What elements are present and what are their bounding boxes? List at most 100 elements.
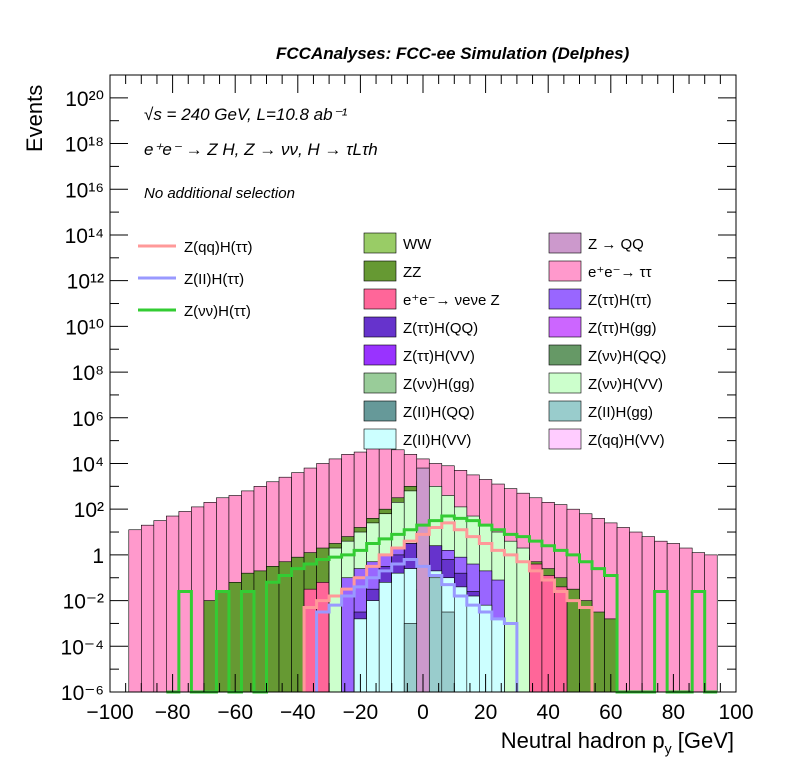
y-tick-label: 10⁻⁶ — [61, 682, 104, 705]
process-annotation: e⁺e⁻ → Z H, Z → νν, H → τLτh — [144, 140, 378, 159]
x-tick-label: −60 — [217, 701, 253, 724]
axes: −100 −80 −60 −40 −20 0 20 40 60 80 100 10⁻⁶ 10⁻⁴ 10⁻²… — [61, 74, 754, 724]
bar-0-41 — [641, 536, 655, 693]
legend-box-swatch-col1 — [363, 400, 397, 422]
bar-3-14 — [504, 540, 518, 693]
x-tick-label: 60 — [599, 701, 622, 724]
bar-2-20 — [554, 586, 568, 693]
x-tick-label: −20 — [343, 701, 379, 724]
legend-box-label-col1: WW — [403, 236, 432, 253]
y-tick-label: 10⁴ — [72, 453, 104, 476]
y-tick-label: 10¹⁰ — [65, 316, 104, 339]
y-tick-label: 1 — [92, 545, 104, 568]
x-tick-label: −80 — [155, 701, 191, 724]
bar-2-0 — [303, 588, 317, 693]
x-tick-label: 0 — [417, 701, 429, 724]
bar-0-46 — [704, 554, 718, 693]
bar-1-7 — [291, 556, 305, 693]
selection-annotation: No additional selection — [144, 185, 295, 202]
bar-1-30 — [579, 600, 593, 693]
legend-box-swatch-col2 — [548, 372, 582, 394]
bar-1-29 — [566, 588, 580, 693]
legend-box-label-col1: Z(II)H(QQ) — [403, 404, 475, 421]
bar-1-5 — [266, 566, 280, 693]
bar-1-31 — [591, 611, 605, 693]
x-tick-label: −100 — [86, 701, 133, 724]
x-axis-label: Neutral hadron py [GeV] — [500, 728, 734, 757]
x-tick-label: −40 — [280, 701, 316, 724]
legend-box-swatch-col2 — [548, 260, 582, 282]
legend-box-label-col1: ZZ — [403, 264, 421, 281]
bar-2-1 — [316, 582, 330, 693]
y-tick-label: 10⁻⁴ — [61, 636, 104, 659]
legend-box-swatch-col2 — [548, 400, 582, 422]
y-tick-label: 10²⁰ — [65, 88, 104, 111]
legend-box-swatch-col1 — [363, 260, 397, 282]
legend-box-swatch-col2 — [548, 288, 582, 310]
bar-0-44 — [679, 547, 693, 693]
y-axis-label: Events — [22, 84, 47, 152]
legend-box-swatch-col1 — [363, 316, 397, 338]
x-tick-label: 80 — [662, 701, 685, 724]
y-tick-label: 10¹⁸ — [65, 134, 104, 157]
legend-box-label-col1: Z(ττ)H(VV) — [403, 348, 475, 365]
bar-0-2 — [153, 520, 167, 693]
legend-box-label-col2: Z(ττ)H(ττ) — [588, 292, 652, 309]
bar-8-0 — [416, 467, 430, 693]
legend-box-label-col2: e⁺e⁻→ ττ — [588, 264, 652, 281]
legend: Z(qq)H(ττ) Z(II)H(ττ) Z(νν)H(ττ) WW ZZ e⁺e⁻→ … — [138, 232, 666, 450]
legend-box-swatch-col2 — [548, 232, 582, 254]
energy-luminosity-annotation: √s = 240 GeV, L=10.8 ab⁻¹ — [144, 105, 348, 124]
bar-6-8 — [453, 586, 468, 693]
legend-box-label-col2: Z(qq)H(VV) — [588, 432, 665, 449]
legend-box-swatch-col1 — [363, 428, 397, 450]
legend-box-label-col2: Z(νν)H(QQ) — [588, 348, 666, 365]
legend-box-swatch-col1 — [363, 344, 397, 366]
legend-box-swatch-col1 — [363, 372, 397, 394]
bar-7-3 — [441, 611, 455, 693]
x-tick-label: 40 — [537, 701, 560, 724]
legend-box-label-col2: Z(νν)H(VV) — [588, 376, 663, 393]
bar-0-0 — [128, 529, 142, 693]
bar-1-1 — [216, 591, 230, 693]
bar-0-39 — [616, 527, 630, 693]
bar-0-43 — [666, 543, 680, 693]
bar-1-4 — [253, 570, 267, 693]
bar-3-0 — [328, 547, 342, 693]
legend-box-label-col2: Z(ττ)H(gg) — [588, 320, 657, 337]
bar-1-6 — [278, 561, 292, 693]
y-tick-label: 10¹² — [67, 271, 104, 294]
legend-box-swatch-col2 — [548, 344, 582, 366]
overlay-line-1 — [315, 557, 519, 692]
chart-title: FCCAnalyses: FCC-ee Simulation (Delphes) — [276, 44, 630, 63]
legend-box-label-col1: Z(II)H(VV) — [403, 432, 471, 449]
y-tick-label: 10⁶ — [72, 408, 104, 431]
bar-1-0 — [203, 600, 217, 693]
x-tick-label: 20 — [474, 701, 497, 724]
x-tick-label: 100 — [718, 701, 753, 724]
bar-0-3 — [166, 515, 180, 693]
legend-box-label-col2: Z → QQ — [588, 236, 644, 253]
legend-box-label-col1: e⁺e⁻→ νeνe Z — [403, 292, 500, 309]
bar-0-5 — [191, 506, 205, 693]
overlay-line-0 — [302, 521, 594, 692]
bar-0-4 — [178, 511, 192, 693]
bar-7-2 — [428, 577, 443, 693]
legend-box-swatch-col2 — [548, 428, 582, 450]
y-tick-label: 10² — [74, 499, 104, 522]
legend-line-label: Z(νν)H(ττ) — [184, 303, 251, 320]
bar-6-2 — [378, 582, 392, 693]
bar-7-0 — [403, 623, 418, 693]
bar-6-3 — [391, 572, 405, 693]
y-tick-label: 10¹⁶ — [65, 179, 104, 202]
bar-3-15 — [516, 547, 530, 693]
bar-0-45 — [691, 552, 705, 693]
y-tick-label: 10⁸ — [72, 362, 104, 385]
bar-6-1 — [366, 600, 380, 693]
legend-box-label-col2: Z(II)H(gg) — [588, 404, 653, 421]
bar-0-1 — [141, 524, 155, 693]
bar-2-18 — [529, 563, 543, 693]
legend-box-swatch-col1 — [363, 288, 397, 310]
bar-0-42 — [654, 540, 668, 693]
